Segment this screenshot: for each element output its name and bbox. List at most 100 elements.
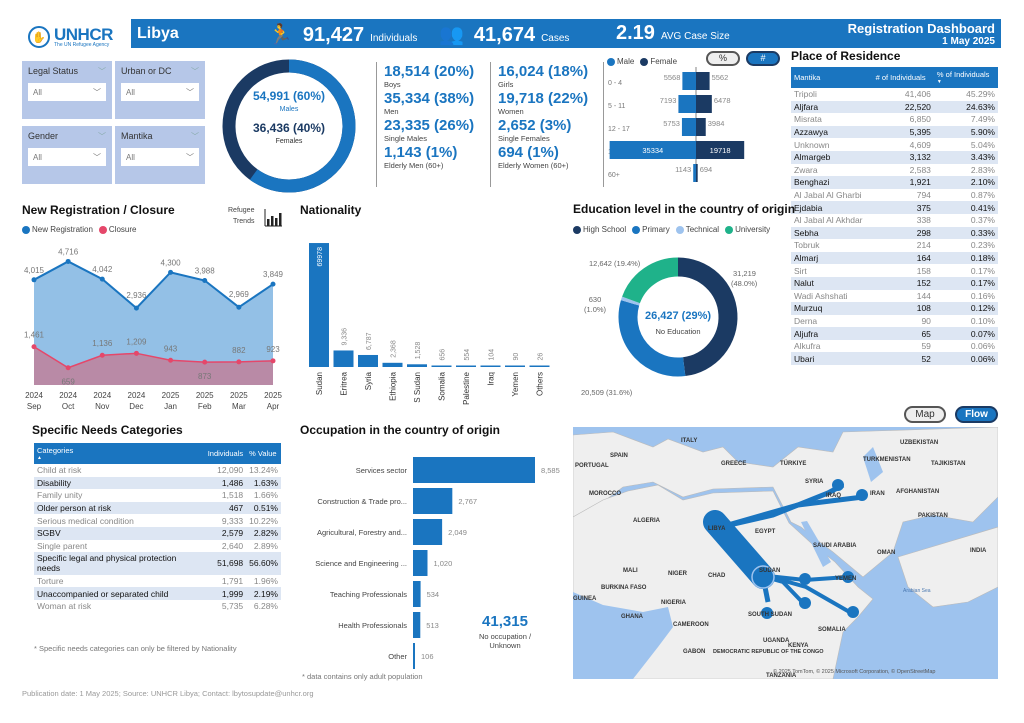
node-yemen[interactable] xyxy=(842,571,854,583)
nationality-bar[interactable] xyxy=(529,365,550,368)
table-row[interactable]: Sebha 298 0.33% xyxy=(791,226,998,240)
closure-point[interactable] xyxy=(202,359,208,365)
table-row[interactable]: Al Jabal Al Gharbi 794 0.87% xyxy=(791,189,998,202)
nationality-bar[interactable] xyxy=(505,365,525,368)
table-row[interactable]: Family unity 1,518 1.66% xyxy=(34,489,281,502)
table-row[interactable]: Serious medical condition 9,333 10.22% xyxy=(34,514,281,527)
closure-point[interactable] xyxy=(270,358,276,364)
new-registration-point[interactable] xyxy=(65,258,71,264)
column-header-mantika[interactable]: Mantika xyxy=(791,67,873,88)
table-row[interactable]: Aljfara 22,520 24.63% xyxy=(791,100,998,114)
table-row[interactable]: Unknown 4,609 5.04% xyxy=(791,138,998,151)
nationality-bar[interactable] xyxy=(456,365,476,368)
filter-mantika[interactable]: Mantika ﹀ All ﹀ xyxy=(115,126,205,184)
urban-or-dc-select[interactable]: All ﹀ xyxy=(121,83,199,101)
nationality-bar[interactable] xyxy=(431,365,452,368)
table-row[interactable]: Alkufra 59 0.06% xyxy=(791,340,998,353)
education-segment-primary[interactable] xyxy=(618,300,686,377)
column-header-individuals[interactable]: Individuals xyxy=(204,443,247,464)
closure-point[interactable] xyxy=(99,352,105,358)
table-row[interactable]: Ubari 52 0.06% xyxy=(791,352,998,366)
legal-status-select[interactable]: All ﹀ xyxy=(28,83,106,101)
count-toggle-button[interactable]: # xyxy=(746,51,780,66)
column-header-individuals[interactable]: # of Individuals xyxy=(872,67,934,88)
bar-chart-icon[interactable] xyxy=(263,207,283,229)
table-row[interactable]: SGBV 2,579 2.82% xyxy=(34,526,281,540)
table-row[interactable]: Aljufra 65 0.07% xyxy=(791,327,998,340)
new-registration-point[interactable] xyxy=(133,305,139,311)
closure-point[interactable] xyxy=(236,359,242,365)
new-registration-point[interactable] xyxy=(202,278,208,284)
nationality-bar[interactable] xyxy=(358,354,378,367)
nationality-bar[interactable] xyxy=(333,350,354,367)
table-row[interactable]: Unaccompanied or separated child 1,999 2.1… xyxy=(34,587,281,600)
node-somalia[interactable] xyxy=(847,606,859,618)
education-segment-technical[interactable] xyxy=(620,296,640,306)
new-registration-point[interactable] xyxy=(99,276,105,282)
nationality-bar[interactable] xyxy=(407,364,427,367)
table-row[interactable]: Murzuq 108 0.12% xyxy=(791,302,998,315)
closure-point[interactable] xyxy=(168,357,174,363)
node-eritrea[interactable] xyxy=(799,573,811,585)
filter-urban-or-dc[interactable]: Urban or DC ﹀ All ﹀ xyxy=(115,61,205,119)
table-row[interactable]: Almargeb 3,132 3.43% xyxy=(791,150,998,164)
nationality-bar[interactable] xyxy=(309,243,329,367)
column-header-percent[interactable]: % of Individuals ▼ xyxy=(933,67,998,88)
table-row[interactable]: Azzawya 5,395 5.90% xyxy=(791,125,998,139)
education-segment-high-school[interactable] xyxy=(677,257,738,377)
column-header-percent-value[interactable]: % Value xyxy=(246,443,281,464)
closure-point[interactable] xyxy=(65,365,71,371)
node-iraq[interactable] xyxy=(856,489,868,501)
table-row[interactable]: Sirt 158 0.17% xyxy=(791,264,998,277)
occupation-bar[interactable] xyxy=(413,519,443,545)
percent-toggle-button[interactable]: % xyxy=(706,51,740,66)
occupation-bar[interactable] xyxy=(413,643,415,669)
education-segment-university[interactable] xyxy=(622,257,679,304)
filter-gender[interactable]: Gender ﹀ All ﹀ xyxy=(22,126,112,184)
table-row[interactable]: Zwara 2,583 2.83% xyxy=(791,164,998,177)
occupation-bar[interactable] xyxy=(413,612,421,638)
table-row[interactable]: Misrata 6,850 7.49% xyxy=(791,113,998,126)
table-row[interactable]: Wadi Ashshati 144 0.16% xyxy=(791,290,998,303)
table-row[interactable]: Single parent 2,640 2.89% xyxy=(34,540,281,553)
node-syria[interactable] xyxy=(832,479,844,491)
gender-select[interactable]: All ﹀ xyxy=(28,148,106,166)
table-row[interactable]: Disability 1,486 1.63% xyxy=(34,476,281,490)
new-registration-point[interactable] xyxy=(168,269,174,275)
map-toggle-button[interactable]: Map xyxy=(904,406,946,423)
table-row[interactable]: Tripoli 41,406 45.29% xyxy=(791,88,998,101)
occupation-bar[interactable] xyxy=(413,457,535,483)
chevron-down-icon[interactable]: ﹀ xyxy=(191,67,199,76)
chevron-down-icon[interactable]: ﹀ xyxy=(191,132,199,141)
chevron-down-icon[interactable]: ﹀ xyxy=(98,132,106,141)
table-row[interactable]: Almarj 164 0.18% xyxy=(791,251,998,265)
node-ethiopia[interactable] xyxy=(799,597,811,609)
table-row[interactable]: Derna 90 0.10% xyxy=(791,315,998,328)
flow-toggle-button[interactable]: Flow xyxy=(955,406,998,423)
new-registration-point[interactable] xyxy=(270,281,276,287)
table-row[interactable]: Older person at risk 467 0.51% xyxy=(34,501,281,515)
table-row[interactable]: Ejdabia 375 0.41% xyxy=(791,201,998,214)
chevron-down-icon[interactable]: ﹀ xyxy=(98,67,106,76)
table-row[interactable]: Benghazi 1,921 2.10% xyxy=(791,176,998,189)
table-row[interactable]: Child at risk 12,090 13.24% xyxy=(34,464,281,477)
table-row[interactable]: Nalut 152 0.17% xyxy=(791,276,998,290)
filter-legal-status[interactable]: Legal Status ﹀ All ﹀ xyxy=(22,61,112,119)
table-row[interactable]: Tobruk 214 0.23% xyxy=(791,239,998,252)
node-sudan[interactable] xyxy=(751,565,775,589)
closure-point[interactable] xyxy=(133,350,139,356)
occupation-bar[interactable] xyxy=(413,550,428,576)
closure-point[interactable] xyxy=(31,344,37,350)
new-registration-point[interactable] xyxy=(31,277,37,283)
table-row[interactable]: Al Jabal Al Akhdar 338 0.37% xyxy=(791,214,998,227)
new-registration-point[interactable] xyxy=(236,304,242,310)
node-south-sudan[interactable] xyxy=(761,607,773,619)
nationality-bar[interactable] xyxy=(382,362,403,367)
table-row[interactable]: Woman at risk 5,735 6.28% xyxy=(34,600,281,613)
table-row[interactable]: Specific legal and physical protection n… xyxy=(34,552,281,575)
mantika-select[interactable]: All ﹀ xyxy=(121,148,199,166)
nationality-bar[interactable] xyxy=(480,365,501,368)
occupation-bar[interactable] xyxy=(413,581,421,607)
table-row[interactable]: Torture 1,791 1.96% xyxy=(34,575,281,588)
